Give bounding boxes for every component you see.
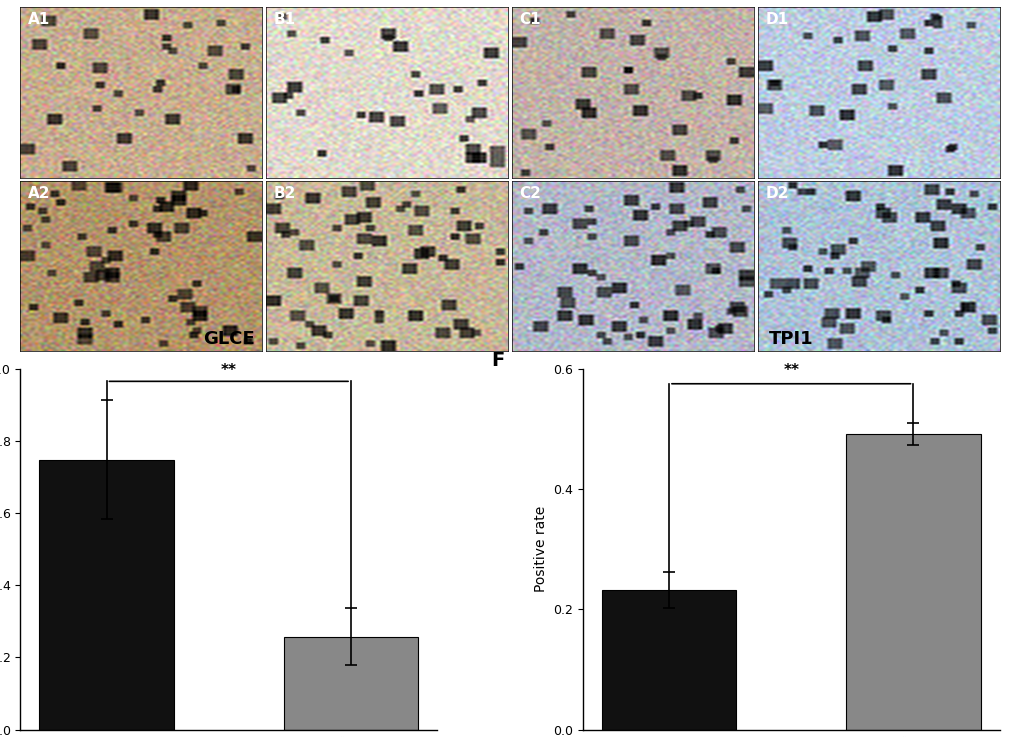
Text: A1: A1	[28, 13, 50, 27]
Text: **: **	[220, 363, 236, 378]
Text: B2: B2	[273, 186, 296, 201]
Text: D1: D1	[765, 13, 788, 27]
Text: A1: A1	[28, 13, 50, 27]
Title: TPI1: TPI1	[768, 329, 813, 348]
Text: B1: B1	[273, 13, 296, 27]
Text: A2: A2	[28, 186, 50, 201]
Bar	[846, 434, 979, 730]
Text: D1: D1	[765, 13, 788, 27]
Text: **: **	[783, 363, 799, 378]
Y-axis label: Positive rate: Positive rate	[533, 506, 547, 593]
Text: B1: B1	[273, 13, 296, 27]
Bar	[40, 460, 173, 730]
Text: D2: D2	[765, 186, 789, 201]
Bar	[601, 590, 736, 730]
Text: C2: C2	[519, 186, 541, 201]
Text: C2: C2	[519, 186, 541, 201]
Text: D2: D2	[765, 186, 789, 201]
Text: A2: A2	[28, 186, 50, 201]
Bar	[283, 637, 418, 730]
Text: C1: C1	[519, 13, 541, 27]
Text: B2: B2	[273, 186, 296, 201]
Text: F: F	[491, 351, 504, 370]
Title: GLCE: GLCE	[203, 329, 255, 348]
Text: C1: C1	[519, 13, 541, 27]
